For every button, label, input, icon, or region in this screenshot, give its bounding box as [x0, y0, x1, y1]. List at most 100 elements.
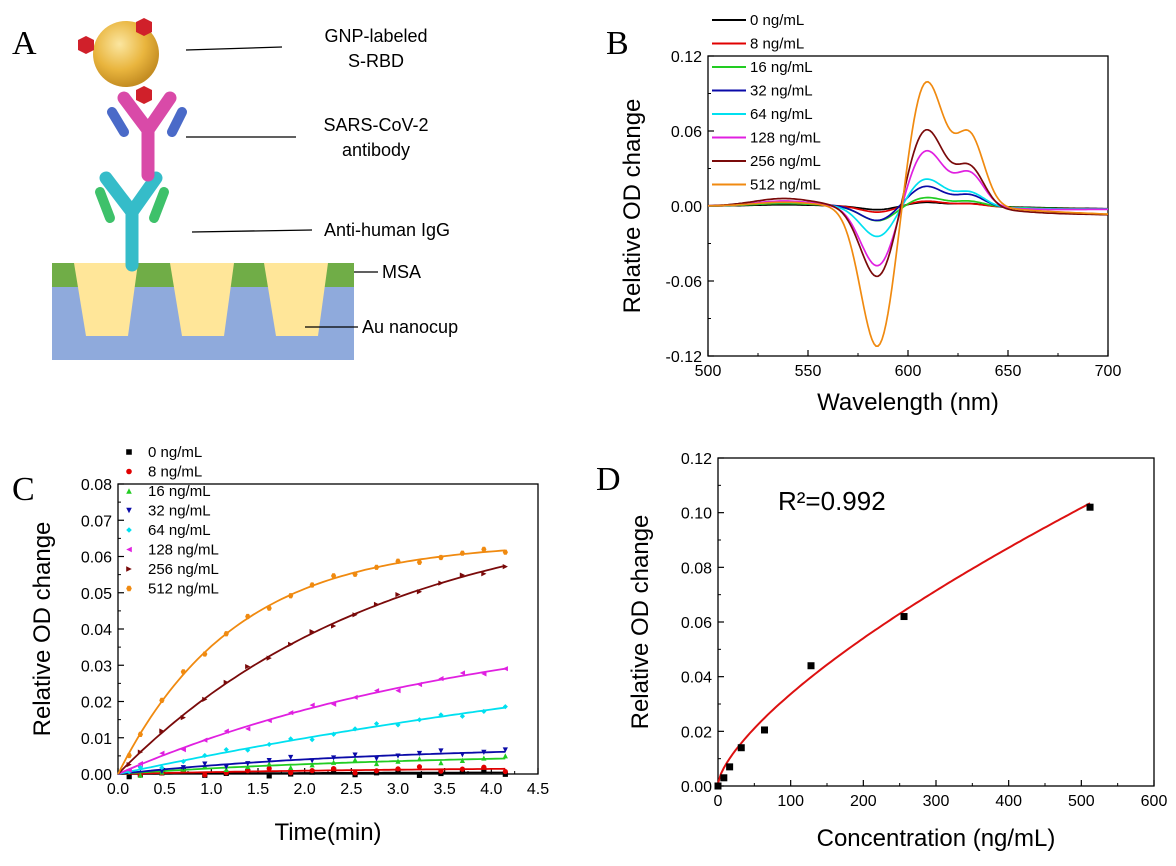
data-point-2	[309, 762, 315, 768]
data-point-6	[309, 628, 315, 635]
x-tick-label: 550	[795, 363, 822, 380]
data-point-3	[245, 761, 251, 767]
label-antibody-line2: antibody	[342, 140, 410, 160]
data-point-5	[373, 688, 380, 694]
data-point-2	[416, 756, 423, 762]
x-tick-label: 400	[995, 793, 1022, 810]
nanocup-2	[170, 263, 234, 336]
legend-marker-2	[126, 488, 132, 494]
y-axis-label: Relative OD change	[29, 522, 56, 737]
data-point-5	[352, 694, 358, 700]
legend-marker-0	[126, 449, 132, 455]
data-point-6	[159, 728, 165, 734]
data-point-4	[395, 722, 401, 728]
y-tick-label: -0.12	[666, 349, 703, 366]
legend-marker-5	[126, 546, 132, 553]
data-point-1	[266, 765, 272, 772]
data-point-3	[459, 752, 465, 758]
data-point-5	[245, 726, 251, 732]
data-point-5	[502, 666, 508, 672]
s-rbd-hexagon-icon	[78, 36, 94, 54]
data-point-5	[331, 701, 337, 707]
y-tick-label: 0.06	[81, 550, 112, 567]
panel-d-chart: D 0 100 200 300 400 500 600 0.00 0.02 0.04 0.06 0.0…	[596, 451, 1167, 852]
data-point-2	[137, 772, 143, 778]
data-point-1	[331, 765, 337, 772]
data-point	[714, 782, 722, 790]
spectrum-line-6	[707, 128, 1109, 278]
panel-b-letter: B	[606, 25, 629, 62]
data-point-5	[416, 681, 423, 688]
data-point-2	[438, 760, 444, 766]
data-point-3	[481, 749, 487, 755]
panel-c-letter: C	[12, 471, 35, 508]
s-rbd-hexagon-icon	[136, 86, 152, 104]
data-point-1	[202, 772, 208, 778]
x-axis-label: Wavelength (nm)	[817, 389, 999, 416]
data-point-5	[481, 671, 487, 677]
data-point-4	[416, 717, 423, 723]
data-point-6	[481, 571, 487, 577]
y-tick-label: 0.06	[671, 124, 702, 141]
data-point-6	[416, 589, 423, 595]
legend-label-1: 8 ng/mL	[148, 464, 202, 481]
panel-a-schematic: A	[12, 18, 458, 360]
data-point-1	[245, 768, 251, 774]
data-point-3	[159, 768, 165, 775]
r-squared-annotation: R²=0.992	[778, 486, 886, 516]
data-point-6	[502, 564, 508, 570]
data-point-7	[481, 546, 487, 552]
data-point-4	[331, 731, 337, 737]
data-point-2	[459, 757, 465, 763]
data-point-4	[438, 712, 444, 718]
data-point-1	[416, 764, 423, 770]
data-point-7	[245, 613, 251, 620]
y-tick-label: 0.05	[81, 586, 112, 603]
x-tick-label: 500	[1068, 793, 1095, 810]
legend-marker-3	[126, 507, 132, 514]
data-point-3	[331, 755, 337, 761]
data-point-6	[180, 715, 186, 721]
data-point-1	[309, 768, 315, 774]
data-point-2	[395, 758, 401, 764]
data-point	[726, 763, 734, 771]
data-point-1	[502, 768, 508, 775]
y-axis-label: Relative OD change	[627, 515, 654, 730]
data-point-7	[416, 559, 423, 565]
x-axis-label: Concentration (ng/mL)	[817, 825, 1056, 852]
data-point-1	[395, 766, 401, 772]
data-point-0	[266, 773, 272, 779]
data-point-3	[502, 747, 508, 753]
legend-label-7: 512 ng/mL	[750, 177, 821, 194]
data-point	[737, 744, 745, 752]
x-tick-label: 4.5	[527, 781, 549, 798]
data-point-2	[352, 757, 358, 763]
legend-label-4: 64 ng/mL	[148, 522, 211, 539]
data-point-6	[373, 601, 380, 607]
data-point-7	[180, 669, 186, 675]
label-gnp-line2: S-RBD	[348, 51, 404, 71]
data-point-7	[288, 593, 294, 599]
y-tick-label: 0.00	[671, 199, 702, 216]
data-point-4	[159, 764, 165, 771]
label-msa: MSA	[382, 262, 421, 282]
data-point-1	[352, 770, 358, 776]
y-tick-label: 0.00	[81, 767, 112, 784]
data-point-5	[159, 750, 165, 756]
y-tick-label: 0.03	[81, 658, 112, 675]
legend-marker-7	[126, 585, 132, 592]
data-point-2	[373, 760, 380, 767]
y-tick-label: 0.00	[681, 779, 712, 796]
legend-label-3: 32 ng/mL	[148, 503, 211, 520]
x-tick-label: 3.0	[387, 781, 409, 798]
data-point-4	[352, 726, 358, 732]
data-point-0	[416, 772, 423, 778]
data-point	[720, 774, 728, 782]
data-point	[761, 726, 769, 734]
legend-marker-4	[126, 527, 132, 533]
legend-label-7: 512 ng/mL	[148, 581, 219, 598]
sars-cov-2-antibody-icon	[107, 91, 187, 182]
legend-label-6: 256 ng/mL	[148, 561, 219, 578]
data-point-3	[180, 765, 186, 771]
